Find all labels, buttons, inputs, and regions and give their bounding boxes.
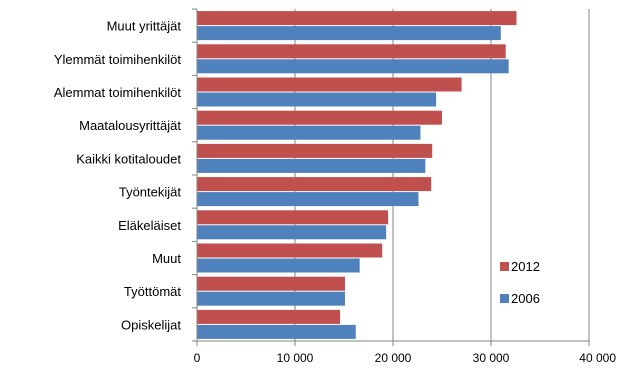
bar-2006-1 [197,26,501,41]
bar-2012-1 [197,11,517,26]
bar-2006-7 [197,225,387,240]
legend: 2012 2006 [500,259,540,306]
legend-label-2006: 2006 [511,291,540,306]
bar-2012-2 [197,44,506,59]
category-label: Ylemmät toimihenkilöt [54,52,182,67]
category-label: Alemmat toimihenkilöt [54,85,182,100]
bar-2012-4 [197,110,442,125]
bar-2006-2 [197,59,509,74]
bars [197,11,517,339]
category-label: Muut yrittäjät [107,19,182,34]
bar-2006-10 [197,324,356,339]
bar-2006-5 [197,158,426,173]
category-label: Eläkeläiset [118,218,181,233]
bar-2006-3 [197,92,437,107]
bar-2006-8 [197,258,360,273]
category-label: Maatalousyrittäjät [79,118,181,133]
bar-2006-9 [197,291,345,306]
category-label: Kaikki kotitaloudet [76,151,181,166]
x-axis: 0 10 000 20 000 30 000 40 000 [194,340,616,365]
bar-2012-5 [197,143,433,158]
bar-2006-6 [197,192,419,207]
gridlines [294,9,590,341]
category-label: Työntekijät [119,185,182,200]
x-tick-label: 20 000 [375,351,412,365]
bar-2012-7 [197,210,389,225]
x-tick-label: 40 000 [579,351,616,365]
bar-2012-10 [197,309,341,324]
legend-label-2012: 2012 [511,259,540,274]
x-tick-label: 30 000 [473,351,510,365]
bar-2012-8 [197,243,383,258]
category-label: Työttömät [124,284,181,299]
y-axis: Muut yrittäjät Ylemmät toimihenkilöt Alemm… [54,8,198,342]
legend-swatch-2006 [500,294,509,303]
bar-2012-3 [197,77,462,92]
bar-2012-9 [197,276,345,291]
bar-2012-6 [197,177,432,192]
x-tick-label: 10 000 [277,351,314,365]
x-tick-label: 0 [194,351,201,365]
category-label: Opiskelijat [121,317,181,332]
legend-swatch-2012 [500,262,509,271]
bar-2006-4 [197,125,421,140]
category-label: Muut [152,251,181,266]
